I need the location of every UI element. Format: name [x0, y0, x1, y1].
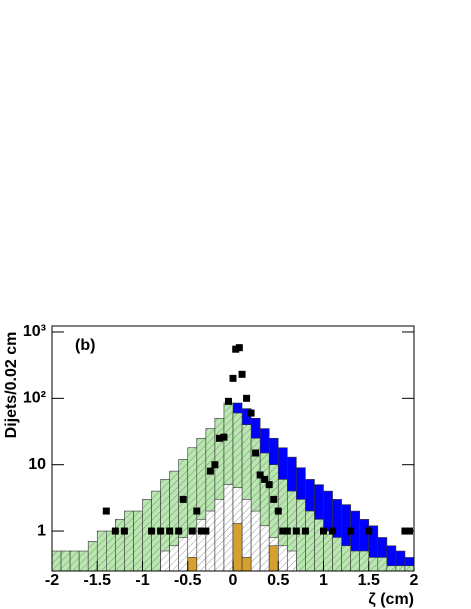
histogram-bar [232, 523, 243, 571]
x-tick-label: 0.5 [267, 572, 289, 589]
histogram-bar [96, 530, 107, 571]
histogram-bar [69, 550, 80, 571]
annotation: (b) [75, 337, 95, 354]
data-point [347, 527, 355, 535]
data-point [232, 345, 240, 353]
histogram-bar [160, 550, 170, 571]
histogram-bar [332, 537, 342, 571]
x-tick-label: -0.5 [174, 572, 202, 589]
histogram-bar [259, 525, 270, 571]
x-tick-label: -1 [135, 572, 149, 589]
histogram-bar [205, 510, 216, 571]
histogram-bar [323, 530, 333, 571]
data-point [215, 434, 223, 442]
data-point [283, 527, 291, 535]
histogram-bar [133, 510, 143, 571]
histogram-bar [250, 510, 261, 571]
data-point [256, 471, 264, 479]
data-point [243, 394, 251, 402]
data-point [188, 527, 196, 535]
histogram-bar [60, 550, 71, 571]
data-point [197, 527, 205, 535]
histogram-bar [223, 484, 234, 571]
data-point [111, 527, 119, 535]
histograms [52, 402, 414, 571]
data-point [220, 433, 228, 441]
data-point [270, 495, 278, 503]
y-tick-label: 10² [23, 390, 46, 407]
data-point [166, 527, 174, 535]
data-point [229, 374, 237, 382]
data-point [238, 370, 246, 378]
histogram-bar [142, 499, 152, 571]
data-point [365, 527, 373, 535]
histogram-bar [268, 545, 279, 571]
x-tick-label: -1.5 [83, 572, 111, 589]
histogram-bar [296, 499, 306, 571]
data-point [224, 397, 232, 405]
data-point [279, 527, 287, 535]
data-point [206, 467, 214, 475]
x-tick-label: 1 [319, 572, 328, 589]
x-tick-label: 1.5 [358, 572, 380, 589]
data-point [247, 409, 255, 417]
data-point [102, 507, 110, 515]
histogram-bar [178, 537, 189, 571]
data-point [193, 507, 201, 515]
data-point [179, 495, 187, 503]
data-point [292, 527, 300, 535]
data-point [320, 527, 327, 535]
x-tick-label: 0 [229, 572, 238, 589]
data-point [261, 475, 269, 483]
data-point [274, 507, 282, 515]
x-tick-label: 2 [410, 572, 419, 589]
histogram-bar [286, 550, 297, 571]
data-point [265, 481, 273, 489]
histogram-bar [106, 530, 116, 571]
histogram-bar [124, 510, 134, 571]
data-point [202, 527, 210, 535]
data-point [175, 527, 183, 535]
x-axis-label: ζ (cm) [368, 591, 414, 608]
x-tick-label: -2 [45, 572, 59, 589]
histogram-bar [241, 557, 252, 571]
y-tick-label: 10³ [23, 323, 46, 340]
data-point [211, 461, 219, 469]
data-point [235, 344, 243, 352]
data-point [329, 527, 337, 535]
y-tick-label: 10 [28, 456, 46, 473]
data-point [157, 527, 165, 535]
y-axis-label: Dijets/0.02 cm [3, 332, 20, 439]
histogram-bar [305, 510, 315, 571]
histogram-bar [395, 550, 406, 571]
data-point [301, 527, 309, 535]
y-tick-label: 1 [37, 522, 46, 539]
data-point [148, 527, 156, 535]
data-points [102, 344, 413, 535]
histogram-bar [214, 499, 225, 571]
data-point [120, 527, 128, 535]
data-point [252, 449, 260, 457]
